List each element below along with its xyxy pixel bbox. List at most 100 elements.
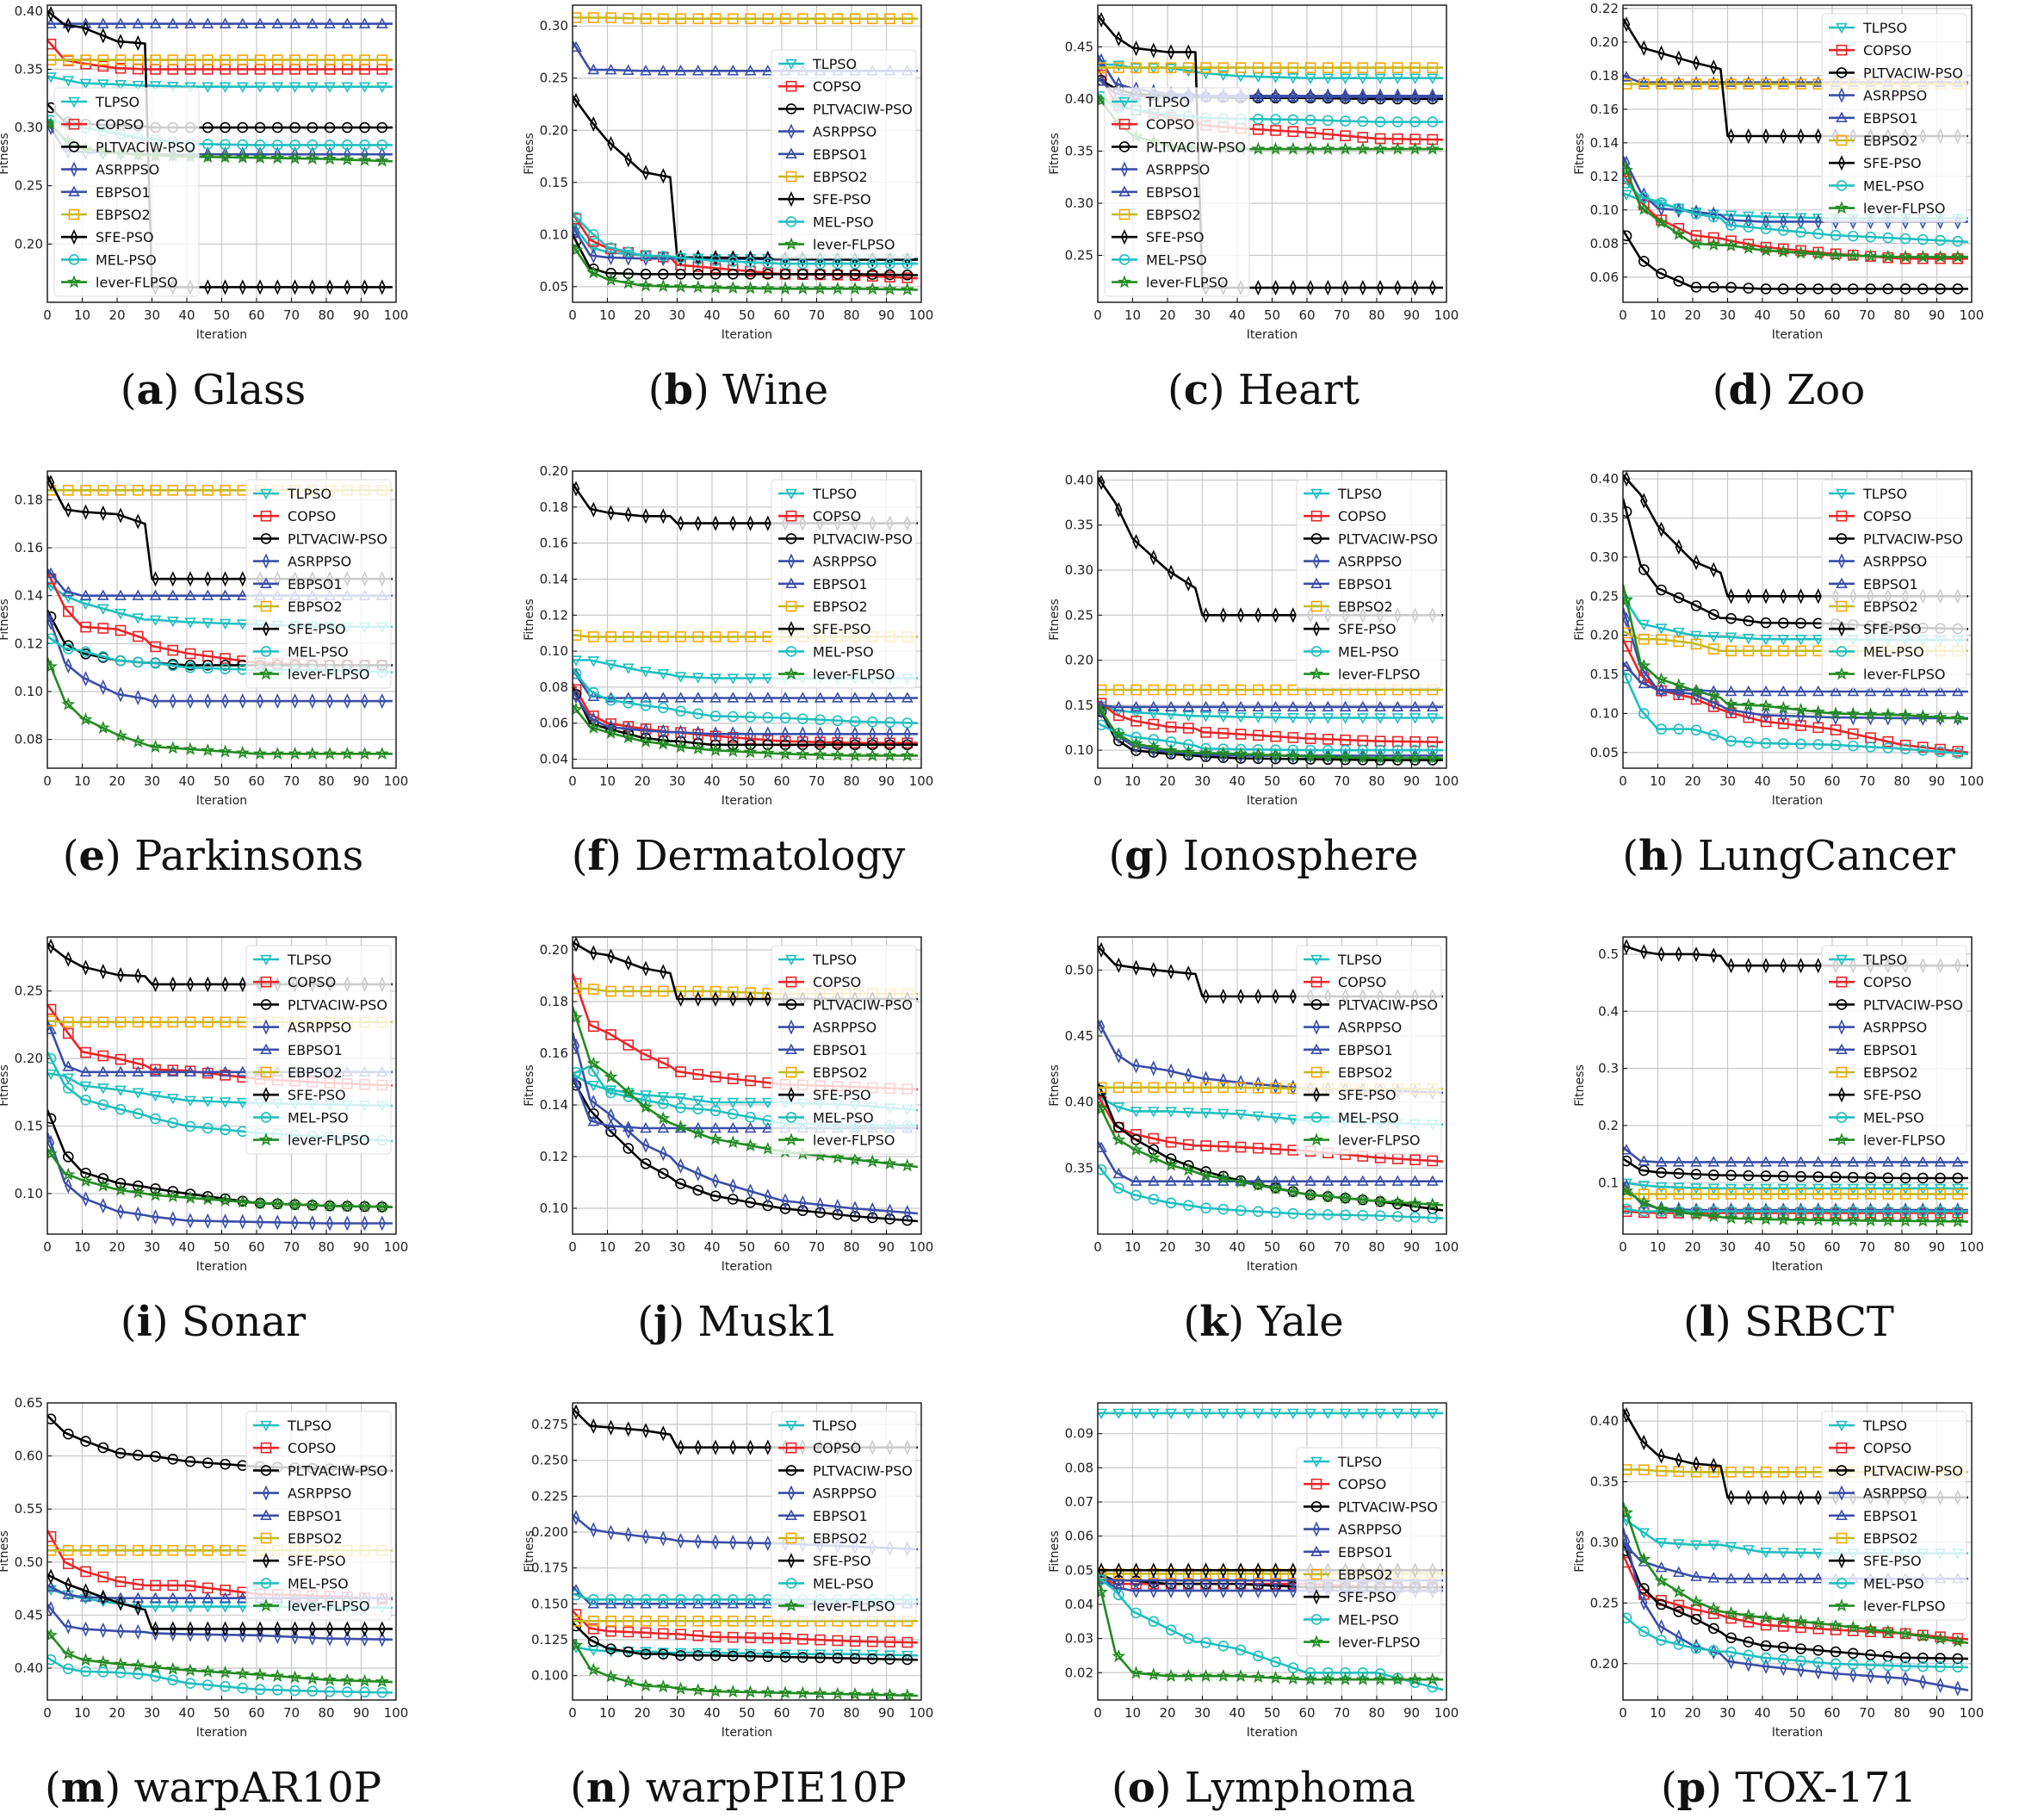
data-point-ebpso2 bbox=[692, 985, 704, 997]
data-point-sfe-pso bbox=[1692, 555, 1700, 571]
data-point-lever-flpso bbox=[604, 272, 618, 286]
legend-label: COPSO bbox=[96, 116, 144, 133]
data-point-ebpso2 bbox=[1098, 62, 1107, 73]
caption-letter: a bbox=[137, 366, 164, 414]
data-point-copso bbox=[184, 1580, 196, 1592]
legend-marker-icon bbox=[785, 59, 797, 71]
data-point-asrppso bbox=[204, 693, 212, 710]
data-point-sfe-pso bbox=[694, 515, 702, 531]
data-point-tlpso bbox=[1391, 1408, 1404, 1420]
data-point-pltvaciw-pso bbox=[1882, 1172, 1894, 1184]
data-point-tlpso bbox=[1304, 713, 1316, 724]
legend-marker-icon bbox=[262, 1553, 270, 1569]
data-point-mel-pso bbox=[573, 1589, 582, 1601]
data-point-pltvaciw-pso bbox=[254, 121, 266, 133]
x-tick-label: 60 bbox=[1824, 1239, 1840, 1255]
data-point-lever-flpso bbox=[253, 1195, 268, 1209]
data-point-lever-flpso bbox=[883, 282, 897, 295]
data-point-tlpso bbox=[744, 673, 757, 685]
data-point-mel-pso bbox=[675, 1102, 686, 1114]
legend-marker-icon bbox=[68, 96, 80, 109]
data-point-pltvaciw-pso bbox=[1725, 1170, 1737, 1182]
data-point-tlpso bbox=[1269, 1408, 1282, 1420]
data-point-ebpso2 bbox=[1935, 1188, 1946, 1200]
data-point-lever-flpso bbox=[201, 743, 215, 757]
data-point-mel-pso bbox=[692, 1594, 704, 1605]
legend-label: SFE-PSO bbox=[813, 621, 871, 637]
data-point-sfe-pso bbox=[607, 1419, 615, 1436]
data-point-lever-flpso bbox=[1391, 141, 1405, 155]
data-point-sfe-pso bbox=[1132, 40, 1140, 57]
data-point-lever-flpso bbox=[1408, 751, 1422, 765]
data-point-ebpso2 bbox=[1795, 645, 1806, 657]
data-point-lever-flpso bbox=[78, 1173, 93, 1188]
y-tick-label: 0.45 bbox=[15, 1607, 43, 1623]
data-point-mel-pso bbox=[1673, 1639, 1685, 1650]
legend-label: MEL-PSO bbox=[1863, 1109, 1924, 1126]
legend-label: PLTVACIW-PSO bbox=[288, 996, 387, 1013]
legend-marker-icon bbox=[785, 1420, 797, 1432]
data-point-asrppso bbox=[1254, 88, 1262, 104]
data-point-sfe-pso bbox=[711, 515, 720, 531]
data-point-ebpso2 bbox=[1130, 684, 1142, 696]
data-point-sfe-pso bbox=[1254, 279, 1262, 296]
data-point-ebpso1 bbox=[1864, 685, 1877, 697]
data-point-mel-pso bbox=[1760, 737, 1772, 749]
data-point-ebpso2 bbox=[640, 631, 652, 642]
data-point-copso bbox=[1165, 1136, 1177, 1148]
data-point-lever-flpso bbox=[1112, 727, 1126, 741]
legend: TLPSOCOPSOPLTVACIW-PSOASRPPSOEBPSO1EBPSO… bbox=[1821, 479, 1967, 689]
plot-frame bbox=[1622, 936, 1973, 1235]
data-point-pltvaciw-pso bbox=[1812, 283, 1824, 295]
data-point-ebpso1 bbox=[1322, 700, 1335, 712]
data-point-lever-flpso bbox=[621, 1674, 635, 1688]
legend-marker-icon bbox=[1120, 229, 1129, 245]
x-axis-label: Iteration bbox=[722, 328, 772, 342]
data-point-ebpso1 bbox=[744, 1121, 757, 1133]
data-point-asrppso bbox=[116, 686, 125, 703]
data-point-pltvaciw-pso bbox=[884, 1654, 895, 1665]
x-tick-label: 50 bbox=[739, 1705, 755, 1721]
data-point-ebpso1 bbox=[236, 17, 249, 28]
legend-label: COPSO bbox=[1338, 974, 1386, 990]
legend-label: EBPSO1 bbox=[288, 1042, 343, 1058]
data-point-sfe-pso bbox=[641, 164, 650, 181]
data-point-ebpso2 bbox=[1357, 62, 1369, 73]
data-point-mel-pso bbox=[709, 1105, 722, 1117]
y-tick-label: 0.03 bbox=[1065, 1631, 1093, 1647]
chart-lymphoma: 0 10 20 30 40 50 60 70 80 90 1000.020.030.040.050.… bbox=[1048, 1402, 1459, 1812]
data-point-pltvaciw-pso bbox=[97, 1442, 109, 1454]
data-point-ebpso2 bbox=[184, 1544, 196, 1556]
data-point-tlpso bbox=[201, 1096, 214, 1108]
data-point-mel-pso bbox=[1183, 1200, 1194, 1211]
x-axis-label: Iteration bbox=[196, 1260, 247, 1274]
data-point-pltvaciw-pso bbox=[1848, 1171, 1859, 1183]
data-point-copso bbox=[1270, 1144, 1281, 1155]
data-point-pltvaciw-pso bbox=[1812, 1644, 1824, 1656]
data-point-mel-pso bbox=[573, 667, 582, 679]
legend-label: PLTVACIW-PSO bbox=[1863, 1462, 1963, 1479]
data-point-ebpso1 bbox=[1777, 1156, 1790, 1167]
data-point-lever-flpso bbox=[1829, 248, 1843, 262]
data-point-tlpso bbox=[1356, 1408, 1369, 1420]
data-point-mel-pso bbox=[1098, 1574, 1107, 1585]
data-point-pltvaciw-pso bbox=[220, 1458, 231, 1470]
x-tick-label: 100 bbox=[1960, 307, 1985, 323]
y-axis-label: Fitness bbox=[523, 1064, 536, 1107]
data-point-ebpso2 bbox=[675, 13, 686, 25]
legend-marker-icon bbox=[66, 275, 82, 289]
data-point-lever-flpso bbox=[1321, 1672, 1335, 1685]
plot-frame bbox=[1622, 4, 1973, 303]
data-point-mel-pso bbox=[237, 139, 249, 151]
data-point-ebpso1 bbox=[1112, 1167, 1125, 1179]
data-point-sfe-pso bbox=[1623, 471, 1631, 487]
data-point-ebpso1 bbox=[640, 65, 652, 76]
data-point-lever-flpso bbox=[1355, 141, 1370, 155]
data-point-ebpso1 bbox=[149, 1065, 162, 1077]
legend-marker-icon bbox=[1312, 621, 1321, 637]
legend-label: EBPSO2 bbox=[813, 169, 868, 185]
data-point-asrppso bbox=[361, 1631, 369, 1647]
caption-paren: ) bbox=[1154, 832, 1183, 880]
data-point-pltvaciw-pso bbox=[657, 1648, 669, 1660]
data-point-mel-pso bbox=[376, 1686, 388, 1698]
